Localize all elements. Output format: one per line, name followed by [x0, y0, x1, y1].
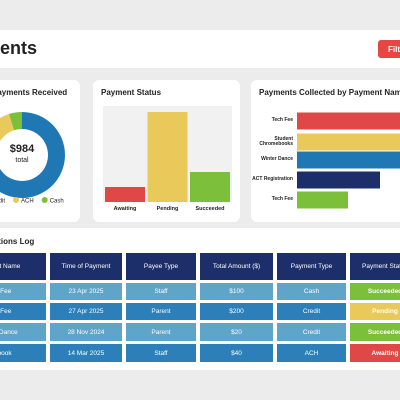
- filter-button[interactable]: Filter: [378, 40, 400, 58]
- center-value: $984: [10, 143, 35, 155]
- card-title: Payments Collected by Payment Name: [259, 88, 400, 97]
- donut-slice: [0, 114, 15, 142]
- legend-label: ACH: [21, 199, 34, 205]
- column-header: Time of Payment: [50, 253, 122, 280]
- bar: [190, 172, 230, 202]
- donut-slice: [0, 112, 65, 198]
- bar: [147, 112, 188, 202]
- table-cell: 28 Nov 2024: [50, 323, 122, 341]
- column-header: Payment Status: [350, 253, 400, 280]
- table-cell: 23 Apr 2025: [50, 283, 122, 300]
- table-cell: ACH: [277, 344, 346, 362]
- table-cell: $20: [200, 323, 273, 341]
- y-tick-label: Tech Fee: [271, 117, 293, 124]
- table-cell: Staff: [126, 344, 196, 362]
- table-cell: Staff: [126, 283, 196, 300]
- bar: [297, 191, 348, 209]
- legend-swatch: [13, 197, 20, 203]
- table-cell: Credit: [277, 303, 346, 320]
- table-cell: Succeeded: [350, 283, 400, 300]
- table-cell: Succeeded: [350, 323, 400, 341]
- table-cell: Cash: [277, 283, 346, 300]
- column-header: Payee Type: [126, 253, 196, 280]
- table-cell: $40: [200, 344, 273, 362]
- table-cell: Awaiting: [350, 344, 400, 362]
- legend-swatch: [41, 197, 48, 203]
- y-tick-label: ACT Registration: [252, 176, 293, 183]
- table-cell: 14 Mar 2025: [50, 344, 122, 362]
- y-tick-label: Student Chromebooks: [259, 135, 293, 147]
- donut-slice: [9, 112, 22, 131]
- center-label: total: [15, 157, 29, 164]
- y-tick-label: Winter Dance: [261, 156, 293, 163]
- card-title: Payment Status: [101, 88, 162, 97]
- legend-label: Cash: [50, 199, 64, 205]
- table-cell: Tech Fee: [0, 303, 46, 320]
- table-cell: Yearbook: [0, 344, 46, 362]
- card-title: Payments Received: [0, 88, 68, 97]
- legend-label: Credit: [0, 199, 5, 205]
- card: [0, 80, 80, 222]
- x-tick-label: Pending: [157, 206, 179, 212]
- table-cell: Parent: [126, 303, 196, 320]
- y-tick-label: Tech Fee: [271, 196, 293, 203]
- bar: [297, 133, 400, 151]
- bar: [297, 171, 380, 189]
- x-tick-label: Succeeded: [195, 206, 224, 212]
- table-cell: $200: [200, 303, 273, 320]
- page-title: Payments: [0, 38, 38, 58]
- bar: [105, 187, 145, 202]
- column-header: Payment Type: [277, 253, 346, 280]
- table-cell: 27 Apr 2025: [50, 303, 122, 320]
- bar: [297, 151, 400, 169]
- table-cell: $100: [200, 283, 273, 300]
- card-title: Transactions Log: [0, 237, 35, 246]
- table-cell: Winter Dance: [0, 323, 46, 341]
- table-cell: Pending: [350, 303, 400, 320]
- column-header: Payment Name: [0, 253, 46, 280]
- table-cell: Credit: [277, 323, 346, 341]
- bar: [297, 112, 400, 130]
- table-cell: Tech Fee: [0, 283, 46, 300]
- table-cell: Parent: [126, 323, 196, 341]
- column-header: Total Amount ($): [200, 253, 273, 280]
- x-tick-label: Awaiting: [114, 206, 137, 212]
- header-bar: [0, 30, 400, 68]
